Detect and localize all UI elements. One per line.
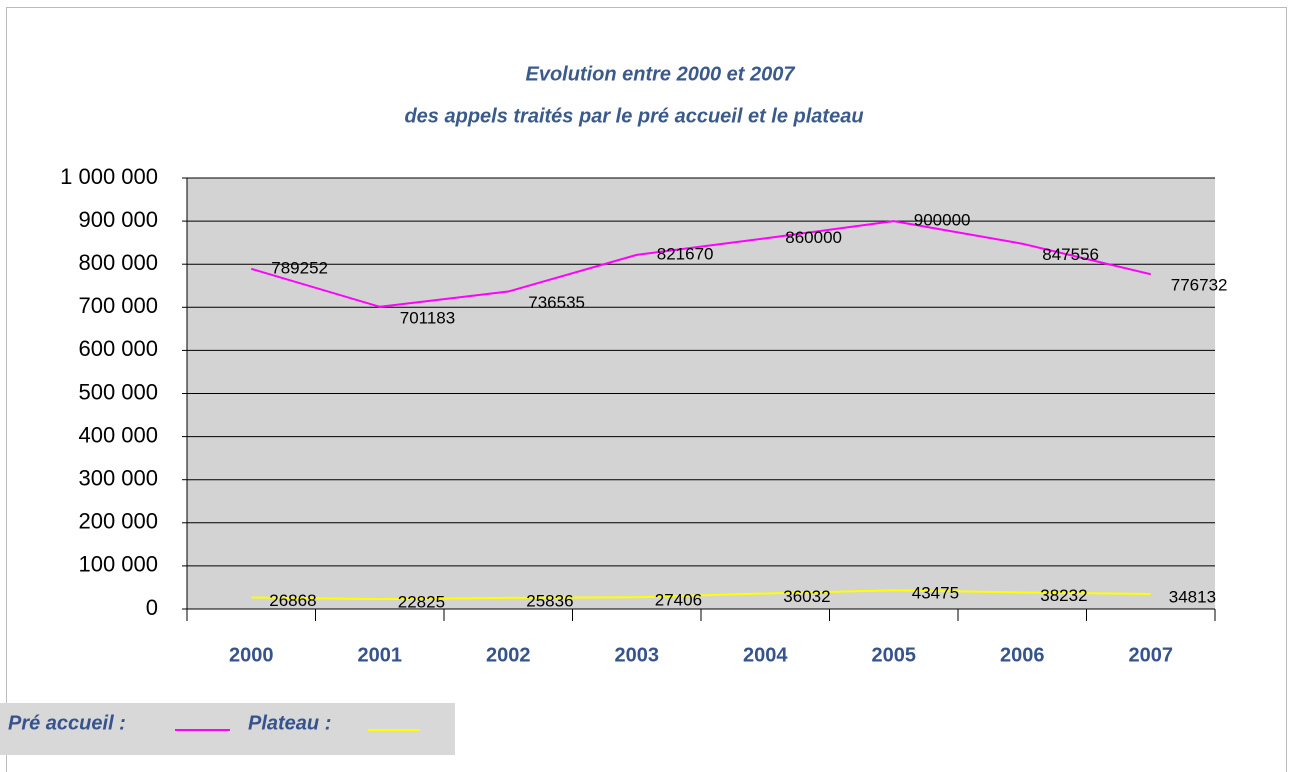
x-tick-label: 2001 [358, 644, 403, 666]
data-label: 27406 [655, 591, 702, 610]
y-tick-label: 200 000 [78, 509, 158, 534]
y-tick-label: 700 000 [78, 293, 158, 318]
data-label: 38232 [1040, 586, 1087, 605]
chart-title: Evolution entre 2000 et 2007 [525, 63, 795, 85]
data-label: 789252 [271, 258, 328, 277]
data-label: 43475 [912, 584, 959, 603]
x-tick-label: 2000 [229, 644, 274, 666]
data-label: 26868 [269, 591, 316, 610]
x-tick-label: 2005 [872, 644, 917, 666]
x-tick-label: 2007 [1129, 644, 1174, 666]
y-tick-label: 400 000 [78, 422, 158, 447]
data-label: 900000 [914, 211, 971, 230]
data-label: 34813 [1169, 587, 1216, 606]
y-tick-label: 800 000 [78, 250, 158, 275]
y-tick-label: 500 000 [78, 379, 158, 404]
x-tick-label: 2002 [486, 644, 531, 666]
y-tick-label: 1 000 000 [60, 164, 158, 189]
data-label: 776732 [1171, 276, 1228, 295]
series-line [251, 589, 1151, 601]
data-label: 36032 [783, 587, 830, 606]
data-label: 701183 [400, 308, 455, 327]
x-tick-label: 2004 [743, 644, 788, 666]
legend-label: Plateau : [248, 712, 331, 734]
data-label: 25836 [526, 591, 573, 610]
y-tick-label: 100 000 [78, 552, 158, 577]
data-label: 821670 [657, 244, 714, 263]
legend-label: Pré accueil : [8, 712, 126, 734]
series-line [250, 220, 1151, 308]
y-tick-label: 0 [146, 595, 158, 620]
y-tick-label: 300 000 [78, 466, 158, 491]
x-tick-label: 2003 [615, 644, 660, 666]
y-tick-label: 600 000 [78, 336, 158, 361]
chart-subtitle: des appels traités par le pré accueil et… [404, 105, 863, 127]
data-label: 860000 [785, 228, 842, 247]
chart-frame [6, 7, 1287, 772]
data-label: 736535 [528, 293, 585, 312]
y-tick-label: 900 000 [78, 207, 158, 232]
data-label: 847556 [1042, 245, 1099, 264]
data-label: 22825 [398, 593, 445, 612]
x-tick-label: 2006 [1000, 644, 1045, 666]
